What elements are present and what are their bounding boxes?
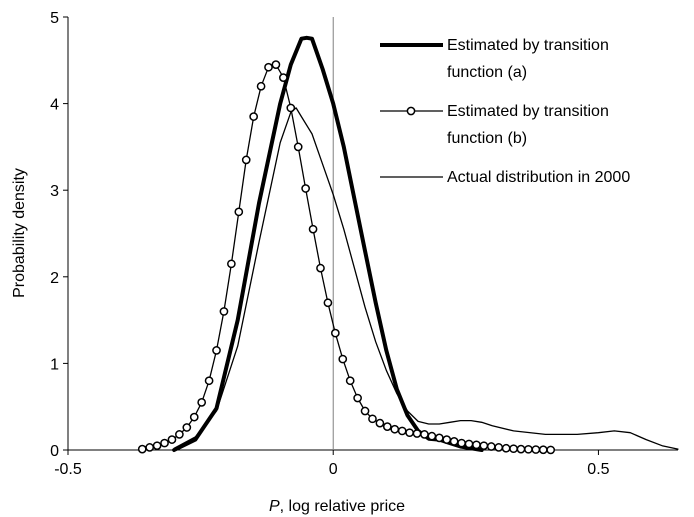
series-2-point xyxy=(249,112,259,121)
series-2-point xyxy=(538,445,548,455)
series-3-line xyxy=(173,107,679,450)
series-2-point xyxy=(182,423,192,432)
plot-area xyxy=(137,35,679,455)
series-2-point xyxy=(234,207,244,217)
series-2-point xyxy=(382,422,392,431)
series-2-point xyxy=(323,298,333,308)
legend-label-3: Actual distribution in 2000 xyxy=(447,169,630,186)
series-2-point xyxy=(368,414,377,424)
series-2-point xyxy=(457,438,466,448)
series-2-point xyxy=(160,438,169,448)
series-1-line xyxy=(172,35,484,452)
series-2-point xyxy=(271,60,281,69)
series-2-point xyxy=(241,155,251,165)
series-2-point xyxy=(360,406,370,416)
series-2-point xyxy=(204,376,214,386)
series-2-point xyxy=(546,445,556,455)
series-2-point xyxy=(442,435,452,444)
x-axis-label: P, log relative price xyxy=(269,498,405,515)
series-2-point xyxy=(501,443,511,453)
series-2-point xyxy=(531,445,541,454)
series-2-point xyxy=(152,441,162,451)
series-2-point xyxy=(293,142,303,152)
series-2-point xyxy=(264,62,273,72)
series-2-point xyxy=(197,398,207,407)
series-2-point xyxy=(479,441,489,451)
series-2-point xyxy=(412,429,422,438)
y-tick-label: 3 xyxy=(50,183,59,200)
series-2-point xyxy=(353,393,362,403)
series-2-point xyxy=(212,346,221,355)
legend: Estimated by transition function (a) Estim… xyxy=(380,37,630,186)
series-2-point xyxy=(509,444,518,454)
series-2-point xyxy=(397,426,407,436)
series-2-point xyxy=(464,439,474,449)
x-tick-label: -0.5 xyxy=(54,461,82,478)
series-2-point xyxy=(420,430,429,439)
series-2-point xyxy=(434,433,444,443)
series-2-point xyxy=(375,418,385,428)
series-2-point xyxy=(330,328,340,338)
x-tick-label: 0 xyxy=(329,461,338,478)
x-axis-label-text: , log relative price xyxy=(280,498,405,515)
series-2-point xyxy=(279,73,288,82)
series-2-point xyxy=(301,184,310,193)
series-2-point xyxy=(145,443,155,452)
y-tick-label: 1 xyxy=(50,356,59,373)
y-tick-label: 5 xyxy=(50,10,59,27)
y-tick-label: 4 xyxy=(50,97,59,114)
series-2-point xyxy=(308,224,318,234)
legend-label-2: Estimated by transition xyxy=(447,103,609,120)
series-2-point xyxy=(494,443,504,452)
series-2-point xyxy=(405,428,414,438)
x-axis-label-variable: P xyxy=(269,498,280,515)
series-2-point xyxy=(137,444,147,454)
x-tick-label: 0.5 xyxy=(587,461,609,478)
series-2-point xyxy=(256,81,266,91)
y-axis-label: Probability density xyxy=(11,168,28,298)
legend-label-1: Estimated by transition xyxy=(447,37,609,54)
series-2-point xyxy=(338,354,348,364)
legend-label-1-line2: function (a) xyxy=(447,64,527,81)
series-2-point xyxy=(175,430,184,439)
legend-swatch-marker-2 xyxy=(406,106,416,116)
series-2-point xyxy=(227,259,236,269)
series-2-point xyxy=(427,431,437,441)
series-2-line xyxy=(141,63,552,451)
series-2-point xyxy=(219,307,229,316)
series-2-point xyxy=(524,444,533,454)
series-2-point xyxy=(345,376,355,386)
series-2-point xyxy=(167,435,177,444)
series-2-point xyxy=(189,412,199,422)
y-tick-label: 0 xyxy=(50,443,59,460)
series-2-point xyxy=(516,444,526,454)
series-2-point xyxy=(316,263,325,273)
series-2-point xyxy=(472,440,481,450)
series-2-point xyxy=(486,442,496,451)
series-2-point xyxy=(449,436,459,446)
series-2-point xyxy=(390,424,400,434)
legend-label-2-line2: function (b) xyxy=(447,130,527,147)
y-tick-label: 2 xyxy=(50,270,59,287)
